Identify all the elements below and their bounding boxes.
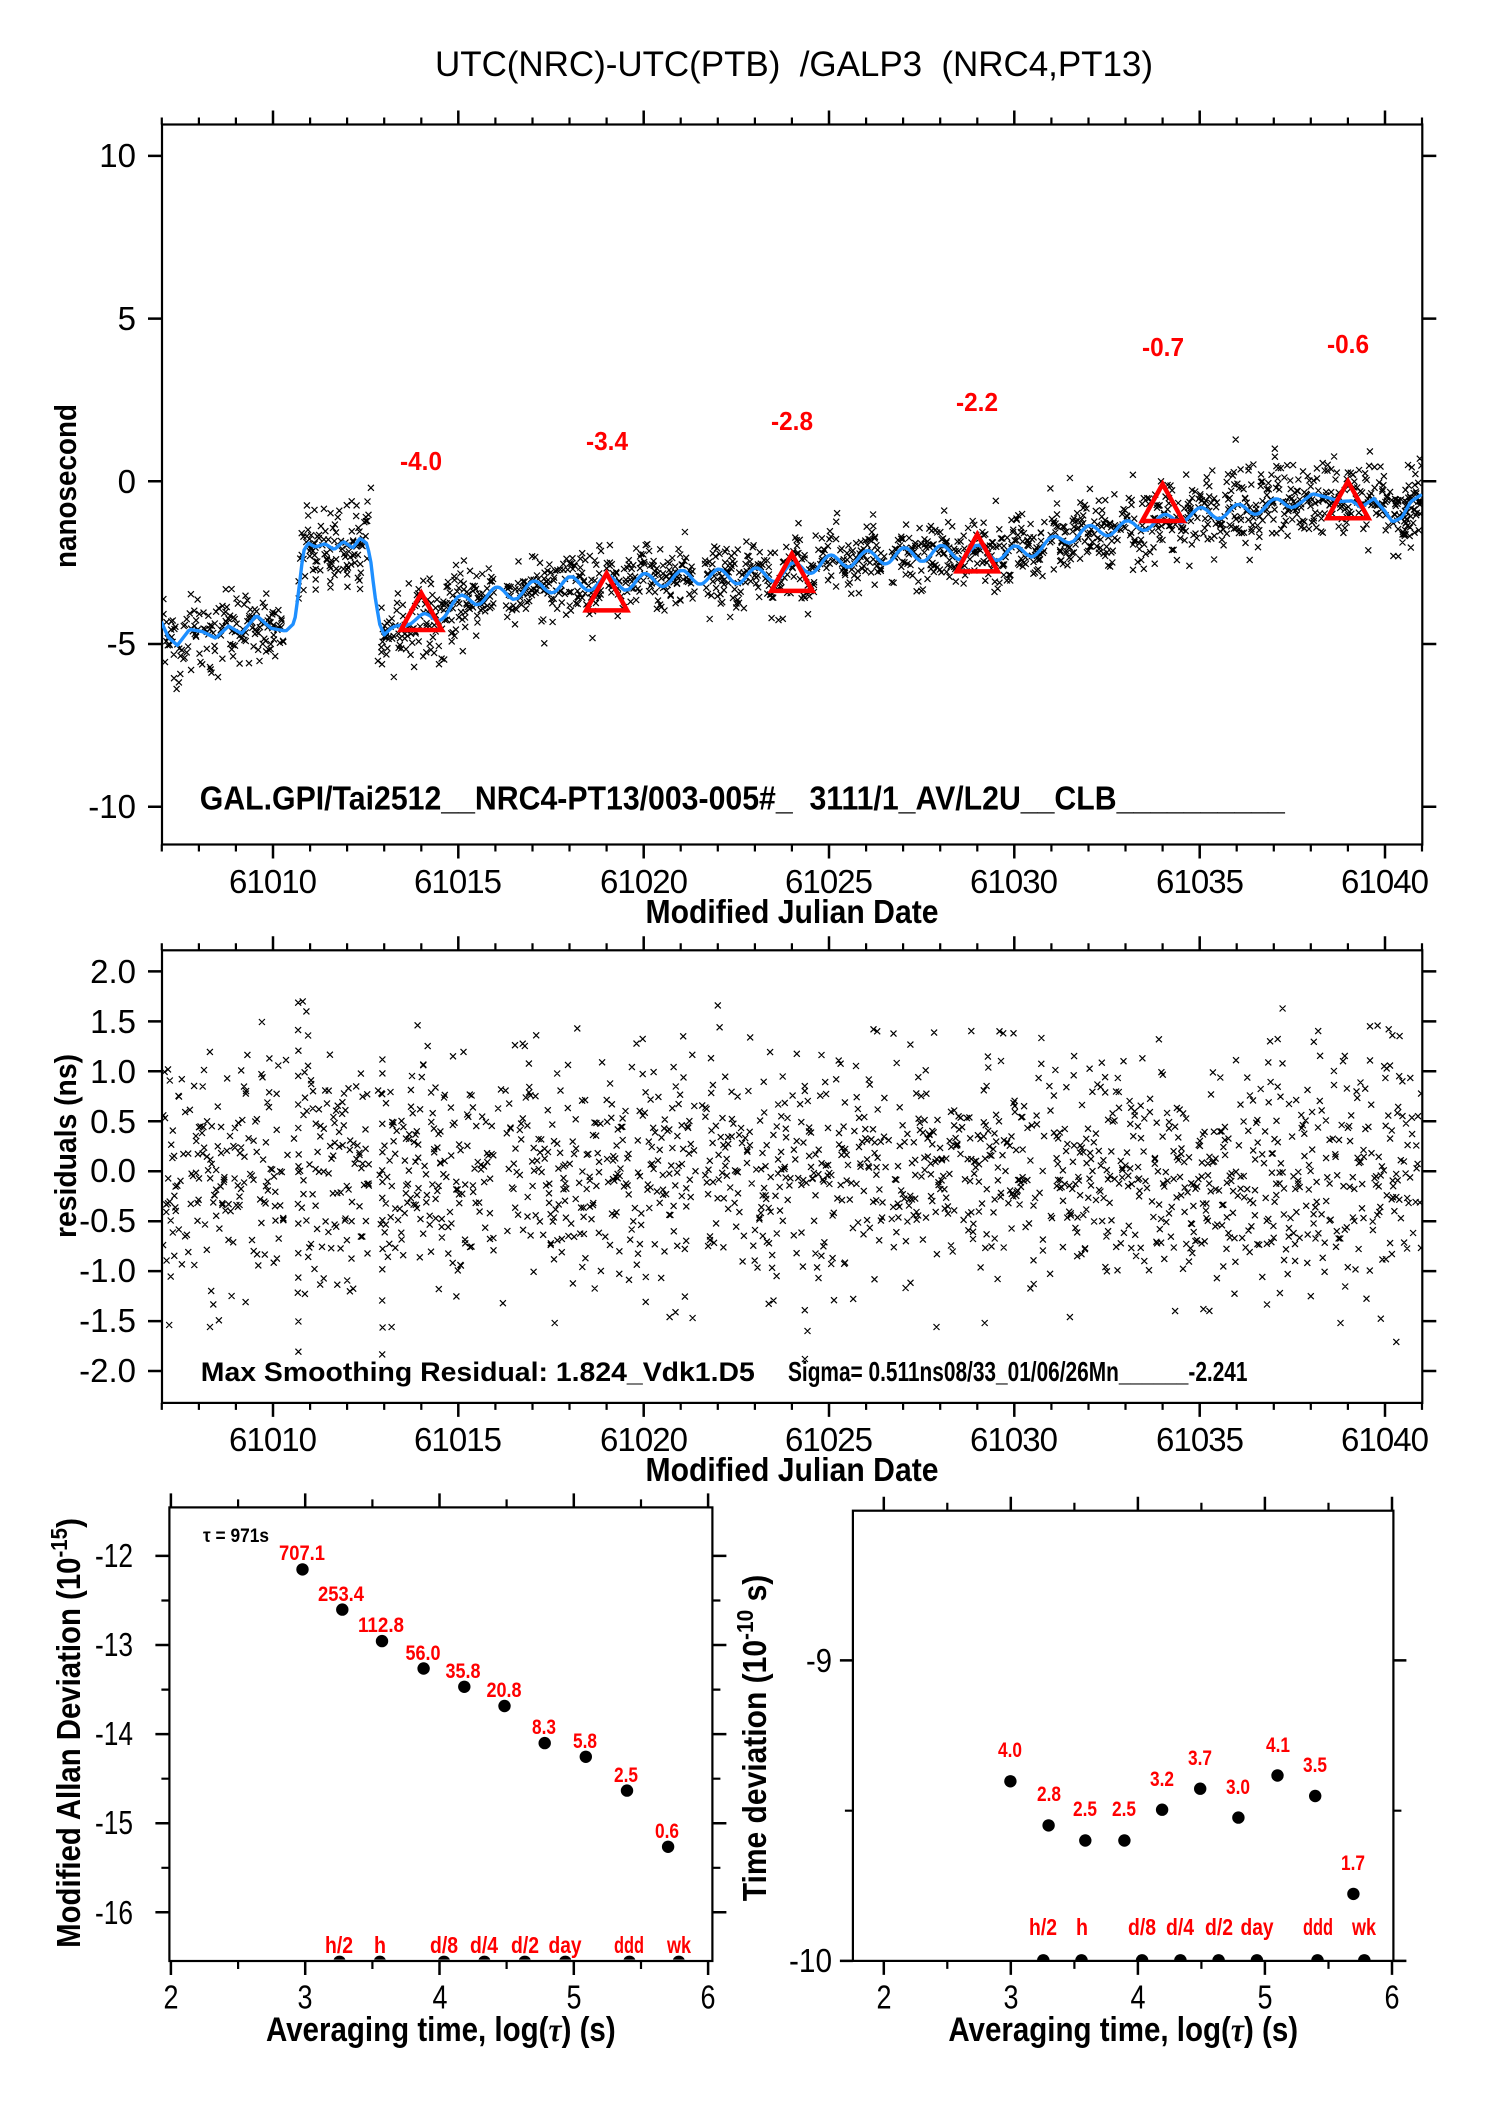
svg-text:112.8: 112.8 — [358, 1614, 404, 1637]
svg-text:61010: 61010 — [229, 863, 317, 900]
svg-text:Averaging time, log(τ) (s): Averaging time, log(τ) (s) — [948, 2010, 1298, 2048]
svg-text:0.0: 0.0 — [90, 1152, 136, 1189]
svg-text:h/2: h/2 — [1029, 1914, 1057, 1940]
svg-text:8.3: 8.3 — [532, 1716, 556, 1739]
svg-text:residuals (ns): residuals (ns) — [48, 1054, 83, 1238]
svg-text:-9: -9 — [806, 1642, 832, 1679]
svg-text:61025: 61025 — [785, 1421, 873, 1458]
svg-text:h: h — [374, 1932, 386, 1958]
svg-text:2.5: 2.5 — [1073, 1798, 1097, 1821]
svg-text:-12: -12 — [95, 1537, 133, 1574]
svg-text:-5: -5 — [107, 625, 136, 662]
svg-text:1.0: 1.0 — [90, 1053, 136, 1090]
svg-text:3.2: 3.2 — [1150, 1768, 1174, 1791]
svg-text:3: 3 — [1004, 1979, 1019, 2016]
svg-text:0.5: 0.5 — [90, 1103, 136, 1140]
svg-text:Sigma= 0.511ns08/33_01/06/26Mn: Sigma= 0.511ns08/33_01/06/26Mn______-2.2… — [788, 1356, 1248, 1387]
svg-text:5: 5 — [567, 1979, 582, 2016]
svg-text:wk: wk — [1351, 1914, 1376, 1940]
svg-text:-16: -16 — [95, 1894, 133, 1931]
svg-text:Modified Julian Date: Modified Julian Date — [646, 893, 939, 930]
svg-text:GAL.GPI/Tai2512__NRC4-PT13/003: GAL.GPI/Tai2512__NRC4-PT13/003-005#_ 311… — [200, 779, 1286, 816]
svg-text:-2.8: -2.8 — [771, 406, 813, 436]
svg-text:61025: 61025 — [785, 863, 873, 900]
svg-text:5: 5 — [118, 300, 136, 337]
svg-text:2.0: 2.0 — [90, 953, 136, 990]
svg-text:61015: 61015 — [414, 863, 502, 900]
svg-text:707.1: 707.1 — [279, 1542, 325, 1565]
svg-text:-10: -10 — [88, 788, 136, 825]
svg-text:d/4: d/4 — [470, 1932, 498, 1958]
svg-text:3.7: 3.7 — [1188, 1747, 1212, 1770]
svg-text:0.6: 0.6 — [655, 1820, 679, 1843]
svg-text:day: day — [1241, 1914, 1274, 1940]
svg-text:wk: wk — [666, 1932, 691, 1958]
svg-text:5.8: 5.8 — [573, 1730, 597, 1753]
svg-text:h/2: h/2 — [325, 1932, 353, 1958]
svg-text:-0.5: -0.5 — [79, 1202, 136, 1239]
svg-text:61040: 61040 — [1341, 1421, 1429, 1458]
svg-text:253.4: 253.4 — [318, 1583, 364, 1606]
svg-text:0: 0 — [118, 463, 136, 500]
svg-text:35.8: 35.8 — [446, 1660, 481, 1683]
svg-text:d/2: d/2 — [1205, 1914, 1233, 1940]
svg-text:-10: -10 — [789, 1942, 832, 1979]
svg-text:-2.2: -2.2 — [956, 387, 998, 417]
svg-text:4: 4 — [1131, 1979, 1146, 2016]
svg-text:61030: 61030 — [970, 1421, 1058, 1458]
svg-text:Modified Allan Deviation (10-1: Modified Allan Deviation (10-15) — [46, 1518, 88, 1948]
svg-text:61020: 61020 — [600, 863, 688, 900]
svg-text:d/4: d/4 — [1166, 1914, 1194, 1940]
svg-text:-4.0: -4.0 — [400, 446, 442, 476]
svg-text:56.0: 56.0 — [406, 1642, 441, 1665]
svg-text:6: 6 — [701, 1979, 716, 2016]
svg-text:61030: 61030 — [970, 863, 1058, 900]
svg-text:-15: -15 — [95, 1804, 133, 1841]
svg-text:Max Smoothing Residual: 1.824_: Max Smoothing Residual: 1.824_Vdk1.D5 — [201, 1357, 755, 1387]
svg-text:4.0: 4.0 — [998, 1739, 1022, 1762]
svg-text:-2.0: -2.0 — [79, 1352, 136, 1389]
svg-text:d/8: d/8 — [1128, 1914, 1156, 1940]
svg-text:4.1: 4.1 — [1266, 1734, 1290, 1757]
svg-text:-13: -13 — [95, 1626, 133, 1663]
svg-text:5: 5 — [1258, 1979, 1273, 2016]
svg-text:1.7: 1.7 — [1341, 1852, 1365, 1875]
svg-text:τ = 971s: τ = 971s — [203, 1526, 269, 1547]
svg-text:3.5: 3.5 — [1303, 1754, 1327, 1777]
svg-text:61020: 61020 — [600, 1421, 688, 1458]
svg-text:2: 2 — [164, 1979, 179, 2016]
svg-text:1.5: 1.5 — [90, 1003, 136, 1040]
svg-text:ddd: ddd — [614, 1932, 644, 1958]
svg-text:2.8: 2.8 — [1037, 1783, 1061, 1806]
svg-text:61010: 61010 — [229, 1421, 317, 1458]
svg-text:2: 2 — [877, 1979, 892, 2016]
svg-text:4: 4 — [433, 1979, 448, 2016]
svg-text:6: 6 — [1385, 1979, 1400, 2016]
svg-text:Modified Julian Date: Modified Julian Date — [646, 1451, 939, 1488]
svg-text:-0.7: -0.7 — [1142, 332, 1184, 362]
svg-text:d/2: d/2 — [511, 1932, 539, 1958]
svg-text:-1.0: -1.0 — [79, 1252, 136, 1289]
svg-text:10: 10 — [99, 137, 136, 174]
svg-text:3: 3 — [298, 1979, 313, 2016]
svg-text:nanosecond: nanosecond — [48, 404, 83, 568]
svg-text:-14: -14 — [95, 1715, 133, 1752]
svg-text:-1.5: -1.5 — [79, 1302, 136, 1339]
svg-text:20.8: 20.8 — [487, 1679, 522, 1702]
svg-text:2.5: 2.5 — [614, 1764, 638, 1787]
svg-text:UTC(NRC)-UTC(PTB) /GALP3 (NR: UTC(NRC)-UTC(PTB) /GALP3 (NRC4,PT13) — [435, 45, 1153, 84]
svg-text:-3.4: -3.4 — [586, 426, 628, 456]
svg-text:3.0: 3.0 — [1226, 1776, 1250, 1799]
svg-text:2.5: 2.5 — [1112, 1798, 1136, 1821]
svg-text:ddd: ddd — [1303, 1914, 1333, 1940]
svg-text:61040: 61040 — [1341, 863, 1429, 900]
svg-text:61035: 61035 — [1156, 863, 1244, 900]
svg-text:day: day — [549, 1932, 582, 1958]
svg-text:61035: 61035 — [1156, 1421, 1244, 1458]
svg-text:Averaging time, log(τ) (s): Averaging time, log(τ) (s) — [266, 2010, 616, 2048]
svg-text:-0.6: -0.6 — [1327, 329, 1369, 359]
svg-text:61015: 61015 — [414, 1421, 502, 1458]
svg-text:h: h — [1076, 1914, 1088, 1940]
svg-text:d/8: d/8 — [430, 1932, 458, 1958]
